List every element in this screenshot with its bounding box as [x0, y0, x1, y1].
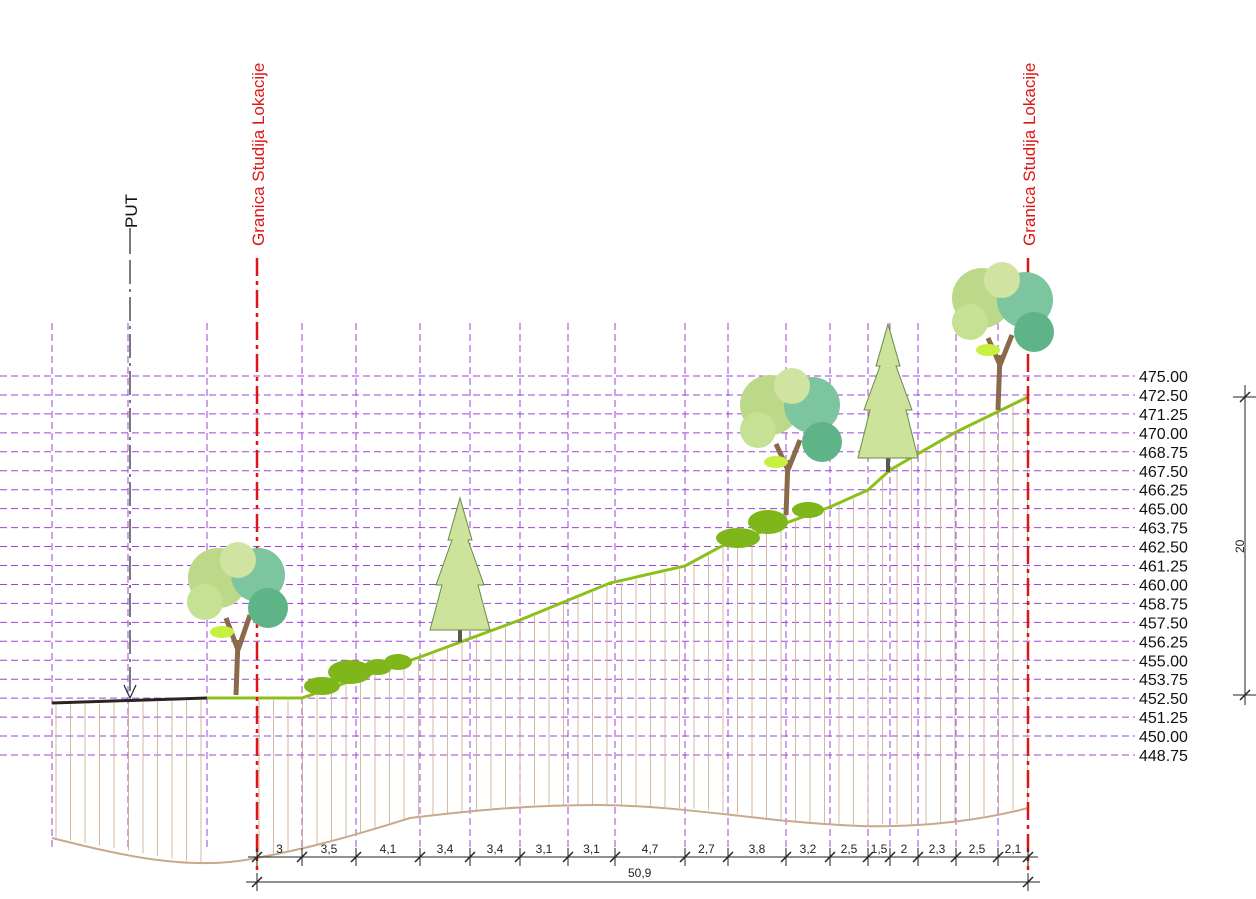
segment-tick-mark [824, 851, 836, 863]
elevation-label: 461.25 [1139, 559, 1188, 576]
segment-tick-mark [679, 851, 691, 863]
elevation-label: 453.75 [1139, 672, 1188, 689]
segment-label: 1,5 [871, 842, 888, 856]
elevation-label: 471.25 [1139, 407, 1188, 424]
segment-dimensions: 3 3,5 4,1 3,4 3,4 3,1 3,1 4,7 2,7 3,8 3,2 2,5 1,5 2 2,… [248, 842, 1038, 866]
deciduous-tree-2 [740, 368, 842, 516]
segment-label: 3,4 [487, 842, 504, 856]
elevation-label: 451.25 [1139, 710, 1188, 727]
segment-tick-mark [992, 851, 1004, 863]
elevation-label: 450.00 [1139, 729, 1188, 746]
total-dimension: 50,9 [246, 866, 1040, 891]
lower-soil-boundary [51, 803, 1029, 865]
deciduous-tree-1 [187, 542, 288, 696]
road-surface [51, 696, 208, 705]
elevation-label: 468.75 [1139, 445, 1188, 462]
segment-label: 4,7 [642, 842, 659, 856]
shrub-group-2 [716, 502, 824, 548]
segment-tick-mark [296, 851, 308, 863]
segment-label: 2,3 [929, 842, 946, 856]
deciduous-tree-3 [952, 262, 1054, 411]
segment-label: 3,1 [536, 842, 553, 856]
road-axis: PUT [122, 194, 141, 700]
segment-tick-mark [862, 851, 874, 863]
road-label: PUT [122, 194, 141, 228]
right-boundary-label: Granica Studija Lokacije [1020, 63, 1039, 246]
segment-tick-mark [464, 851, 476, 863]
conifer-tree-2 [857, 322, 919, 472]
left-study-boundary: Granica Studija Lokacije [249, 63, 268, 870]
segment-tick-mark [350, 851, 362, 863]
segment-label: 2,7 [698, 842, 715, 856]
segment-label: 2,5 [969, 842, 986, 856]
conifer-tree-1 [429, 496, 491, 642]
segment-tick-mark [609, 851, 621, 863]
elevation-label: 455.00 [1139, 653, 1188, 670]
elevation-label: 457.50 [1139, 615, 1188, 632]
segment-tick-mark [414, 851, 426, 863]
segment-tick-mark [514, 851, 526, 863]
height-dimension: 20 [1233, 385, 1256, 705]
segment-tick-mark [950, 851, 962, 863]
segment-tick-mark [780, 851, 792, 863]
elevation-label: 463.75 [1139, 521, 1188, 538]
elevation-label: 465.00 [1139, 502, 1188, 519]
elevation-label: 452.50 [1139, 691, 1188, 708]
elevation-label: 466.25 [1139, 483, 1188, 500]
segment-label: 3,5 [321, 842, 338, 856]
segment-tick-mark [912, 851, 924, 863]
soil-hatching [55, 399, 1028, 863]
segment-tick-mark [562, 851, 574, 863]
elevation-label: 472.50 [1139, 388, 1188, 405]
segment-label: 4,1 [380, 842, 397, 856]
elevation-label: 467.50 [1139, 464, 1188, 481]
elevation-label: 460.00 [1139, 577, 1188, 594]
elevation-label: 448.75 [1139, 748, 1188, 765]
right-study-boundary: Granica Studija Lokacije [1020, 63, 1039, 870]
elevation-label: 462.50 [1139, 540, 1188, 557]
segment-tick-mark [251, 851, 263, 863]
segment-label: 2 [901, 842, 908, 856]
segment-label: 3,1 [583, 842, 600, 856]
segment-tick-mark [884, 851, 896, 863]
elevation-labels: 475.00 472.50 471.25 470.00 468.75 467.50 466.… [1139, 369, 1188, 765]
segment-label: 3,2 [800, 842, 817, 856]
elevation-label: 458.75 [1139, 596, 1188, 613]
left-boundary-label: Granica Studija Lokacije [249, 63, 268, 246]
shrub-group-1 [304, 654, 412, 695]
elevation-label: 456.25 [1139, 634, 1188, 651]
height-dimension-label: 20 [1233, 539, 1247, 553]
elevation-label: 470.00 [1139, 426, 1188, 443]
segment-label: 2,1 [1005, 842, 1022, 856]
segment-label: 3,4 [437, 842, 454, 856]
segment-tick-mark [722, 851, 734, 863]
segment-label: 3 [276, 842, 283, 856]
elevation-label: 475.00 [1139, 369, 1188, 386]
total-width-label: 50,9 [628, 866, 652, 880]
segment-tick-mark [1022, 851, 1034, 863]
segment-label: 2,5 [841, 842, 858, 856]
segment-label: 3,8 [749, 842, 766, 856]
